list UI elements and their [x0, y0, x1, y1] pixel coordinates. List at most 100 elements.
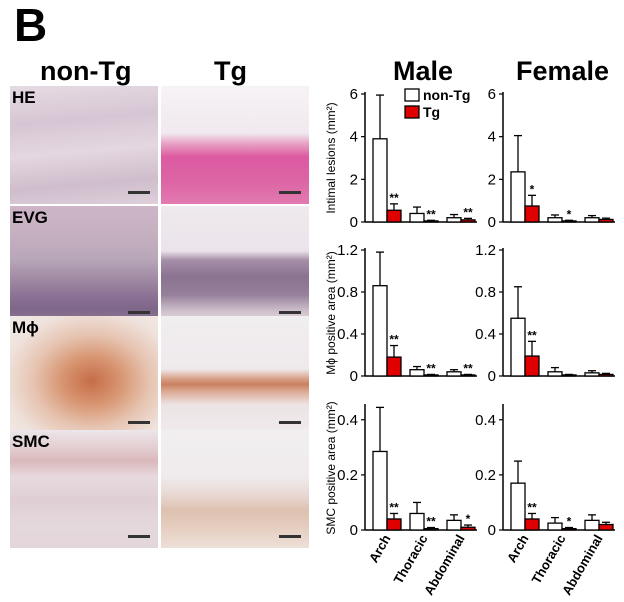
bar-tg: [386, 209, 402, 223]
bar-tg: [524, 205, 540, 223]
y-tick-label: 0: [488, 368, 496, 385]
bar-tg: [561, 527, 577, 531]
y-tick-label: 0.4: [475, 326, 496, 343]
y-tick-label: 4: [488, 129, 496, 146]
scale-bar: [279, 311, 301, 314]
significance-marker: **: [426, 515, 436, 529]
column-heading-male: Male: [393, 56, 454, 86]
legend-label-tg: Tg: [423, 104, 440, 120]
y-tick-label: 1.2: [475, 242, 496, 259]
scale-bar: [128, 311, 150, 314]
y-tick-label: 0.2: [337, 467, 358, 484]
micrograph-smc-non-tg: [10, 430, 158, 548]
row-label-evg: EVG: [12, 208, 48, 227]
y-tick-label: 0: [488, 214, 496, 231]
bar-non-tg: [510, 482, 526, 531]
x-tick-label: Arch: [366, 532, 394, 565]
significance-marker: *: [567, 207, 572, 221]
legend-label-non-tg: non-Tg: [423, 87, 470, 103]
micrograph-macrophage-non-tg: [10, 316, 158, 434]
row-label-macrophage: Mϕ: [12, 318, 39, 337]
column-heading-non-tg: non-Tg: [40, 56, 132, 86]
scale-bar: [128, 191, 150, 194]
y-tick-label: 1.2: [337, 242, 358, 259]
bar-non-tg: [409, 369, 425, 377]
y-tick-label: 0.4: [337, 412, 358, 429]
y-tick-label: 2: [350, 171, 358, 188]
scale-bar: [128, 535, 150, 538]
micrograph-evg-non-tg: [10, 206, 158, 324]
micrograph-macrophage-tg: [161, 316, 309, 434]
bar-non-tg: [547, 522, 563, 531]
bar-tg: [524, 355, 540, 377]
y-tick-label: 0.2: [475, 467, 496, 484]
scale-bar: [128, 421, 150, 424]
significance-marker: *: [530, 182, 535, 196]
bar-tg: [386, 356, 402, 377]
scale-bar: [279, 535, 301, 538]
y-tick-label: 0: [488, 522, 496, 539]
bar-non-tg: [409, 512, 425, 531]
bar-tg: [386, 518, 402, 531]
bar-non-tg: [372, 138, 388, 223]
legend-swatch-non-tg: [404, 88, 420, 102]
bar-non-tg: [409, 212, 425, 223]
scale-bar: [279, 421, 301, 424]
y-tick-label: 0.8: [475, 284, 496, 301]
bar-tg: [598, 523, 614, 531]
bar-non-tg: [510, 317, 526, 377]
y-axis-label: Mϕ positive area (mm²): [324, 251, 338, 374]
y-tick-label: 6: [350, 86, 358, 103]
significance-marker: **: [389, 333, 399, 347]
micrograph-evg-tg: [161, 206, 309, 324]
y-tick-label: 4: [350, 129, 358, 146]
bar-non-tg: [510, 171, 526, 223]
column-heading-female: Female: [516, 56, 610, 86]
y-tick-label: 0: [350, 368, 358, 385]
y-tick-label: 6: [488, 86, 496, 103]
micrograph-he-non-tg: [10, 86, 158, 204]
significance-marker: *: [567, 515, 572, 529]
bar-non-tg: [372, 285, 388, 377]
bar-non-tg: [446, 519, 462, 531]
x-tick-label: Arch: [504, 532, 532, 565]
y-tick-label: 0.4: [475, 412, 496, 429]
column-heading-tg: Tg: [214, 56, 247, 86]
bar-non-tg: [584, 519, 600, 531]
significance-marker: **: [426, 207, 436, 221]
significance-marker: **: [389, 191, 399, 205]
y-tick-label: 0.8: [337, 284, 358, 301]
y-tick-label: 0: [350, 214, 358, 231]
row-label-he: HE: [12, 88, 36, 107]
x-tick-label: Thoracic: [529, 532, 569, 586]
row-label-smc: SMC: [12, 432, 50, 451]
y-tick-label: 0: [350, 522, 358, 539]
scale-bar: [279, 191, 301, 194]
bar-non-tg: [584, 217, 600, 223]
x-tick-label: Thoracic: [391, 532, 431, 586]
bar-non-tg: [547, 217, 563, 223]
y-tick-label: 2: [488, 171, 496, 188]
legend-swatch-tg: [404, 105, 420, 119]
micrograph-he-tg: [161, 86, 309, 204]
bar-non-tg: [446, 217, 462, 223]
significance-marker: **: [389, 500, 399, 514]
bar-tg: [460, 219, 476, 223]
y-axis-label: SMC positive area (mm²): [324, 401, 338, 534]
bar-tg: [598, 373, 614, 377]
significance-marker: *: [466, 512, 471, 526]
micrograph-smc-tg: [161, 430, 309, 548]
significance-marker: **: [527, 328, 537, 342]
bar-non-tg: [446, 371, 462, 377]
significance-marker: **: [463, 361, 473, 375]
panel-label: B: [14, 0, 48, 51]
bar-tg: [423, 527, 439, 531]
bar-non-tg: [547, 371, 563, 377]
bar-tg: [460, 526, 476, 531]
significance-marker: **: [527, 500, 537, 514]
y-axis-label: Intimal lesions (mm²): [324, 102, 338, 213]
bar-non-tg: [584, 372, 600, 377]
bar-non-tg: [372, 450, 388, 531]
bar-tg: [561, 374, 577, 377]
bar-tg: [524, 518, 540, 531]
